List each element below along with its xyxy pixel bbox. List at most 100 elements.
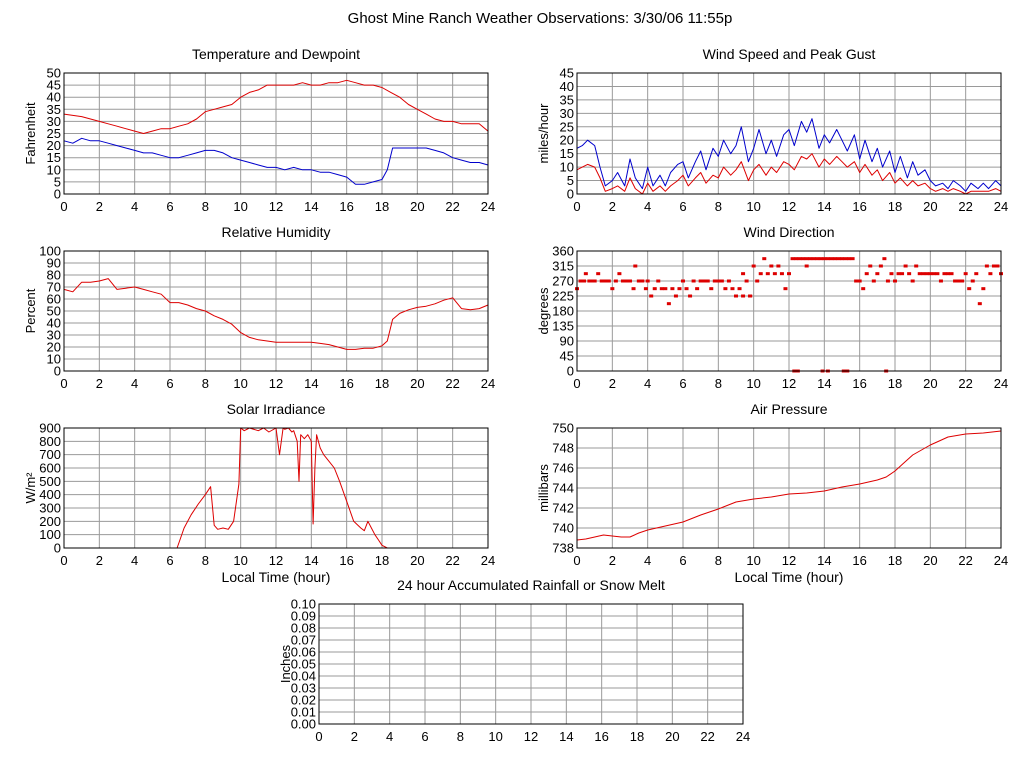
y-axis-label: Inches [278, 644, 293, 683]
x-tick-label: 0 [315, 729, 322, 744]
y-tick-label: 748 [552, 441, 574, 456]
direction-point [779, 272, 784, 276]
y-tick-label: 0.10 [291, 597, 316, 612]
direction-point [840, 257, 844, 261]
y-tick-label: 60 [47, 292, 61, 307]
x-tick-label: 0 [573, 553, 580, 568]
direction-point [776, 264, 781, 268]
direction-point [620, 279, 625, 283]
y-tick-label: 400 [39, 487, 61, 502]
direction-point [988, 272, 993, 276]
y-tick-label: 742 [552, 501, 574, 516]
chart-title: 24 hour Accumulated Rainfall or Snow Mel… [397, 577, 665, 593]
direction-point [755, 279, 760, 283]
y-tick-label: 100 [39, 527, 61, 542]
y-tick-label: 0.07 [291, 633, 316, 648]
x-tick-label: 4 [386, 729, 393, 744]
x-tick-label: 10 [488, 729, 502, 744]
chart-title: Relative Humidity [222, 224, 331, 240]
y-tick-label: 10 [47, 162, 61, 177]
direction-point [663, 287, 668, 291]
direction-point [695, 287, 700, 291]
x-axis-title: Local Time (hour) [222, 569, 331, 585]
x-tick-label: 12 [782, 376, 796, 391]
y-tick-label: 80 [47, 268, 61, 283]
x-tick-label: 14 [559, 729, 573, 744]
direction-point [946, 272, 950, 276]
x-tick-label: 20 [665, 729, 679, 744]
direction-point [878, 264, 883, 268]
x-tick-label: 6 [421, 729, 428, 744]
direction-point [949, 272, 954, 276]
x-tick-label: 12 [269, 553, 283, 568]
direction-point [956, 279, 961, 283]
y-tick-label: 0.04 [291, 669, 316, 684]
y-tick-label: 750 [552, 421, 574, 436]
direction-point [822, 257, 827, 261]
direction-point [599, 279, 604, 283]
direction-point [882, 257, 887, 261]
y-tick-label: 100 [39, 244, 61, 259]
x-tick-label: 6 [166, 376, 173, 391]
direction-point [931, 272, 936, 276]
direction-point [804, 257, 809, 261]
direction-point [893, 279, 897, 283]
direction-point [797, 257, 802, 261]
direction-point [938, 279, 943, 283]
x-tick-label: 14 [817, 376, 831, 391]
direction-point [769, 264, 774, 268]
rainfall-chart: 24 hour Accumulated Rainfall or Snow Mel… [278, 577, 750, 744]
x-tick-label: 24 [736, 729, 750, 744]
direction-point [670, 287, 675, 291]
direction-point [748, 294, 753, 298]
direction-point [801, 257, 806, 261]
y-tick-label: 0 [567, 187, 574, 202]
direction-point [734, 294, 738, 298]
direction-point [783, 287, 788, 291]
y-tick-label: 25 [47, 126, 61, 141]
y-tick-label: 45 [47, 78, 61, 93]
x-tick-label: 2 [609, 199, 616, 214]
x-axis-title: Local Time (hour) [735, 569, 844, 585]
x-tick-label: 4 [131, 199, 138, 214]
direction-point [719, 279, 724, 283]
direction-point [705, 279, 710, 283]
plot-frame [576, 72, 1002, 195]
x-tick-label: 10 [746, 376, 760, 391]
solar-irradiance-chart: Solar IrradianceW/m²01002003004005006007… [23, 401, 495, 585]
y-tick-label: 0.03 [291, 681, 316, 696]
air-pressure-chart: Air Pressure millibars 738 740 742 744 746 748 7… [536, 401, 1008, 585]
direction-point [688, 294, 693, 298]
direction-point [804, 264, 809, 268]
series-line-2 [576, 153, 1002, 195]
direction-point [847, 257, 852, 261]
direction-point [726, 279, 731, 283]
series-line-2 [63, 137, 489, 185]
chart-title: Air Pressure [750, 401, 827, 417]
direction-point [758, 272, 763, 276]
page-title: Ghost Mine Ranch Weather Observations: 3… [348, 10, 733, 27]
direction-point [871, 279, 876, 283]
y-tick-label: 300 [39, 501, 61, 516]
x-tick-label: 18 [375, 553, 389, 568]
x-tick-label: 12 [269, 376, 283, 391]
direction-point [981, 287, 986, 291]
y-tick-label: 500 [39, 474, 61, 489]
y-tick-label: 10 [560, 160, 574, 175]
y-tick-label: 700 [39, 447, 61, 462]
x-tick-label: 10 [746, 199, 760, 214]
x-tick-label: 2 [351, 729, 358, 744]
direction-point [963, 272, 968, 276]
x-tick-label: 22 [958, 199, 972, 214]
y-tick-label: 30 [47, 114, 61, 129]
direction-point [815, 257, 820, 261]
y-tick-label: 800 [39, 434, 61, 449]
x-tick-label: 8 [715, 199, 722, 214]
y-tick-label: 40 [47, 316, 61, 331]
y-tick-label: 35 [560, 92, 574, 107]
direction-point [744, 279, 749, 283]
chart-title: Wind Speed and Peak Gust [703, 46, 876, 62]
x-tick-label: 2 [96, 199, 103, 214]
direction-point [900, 272, 905, 276]
x-tick-label: 18 [888, 199, 902, 214]
